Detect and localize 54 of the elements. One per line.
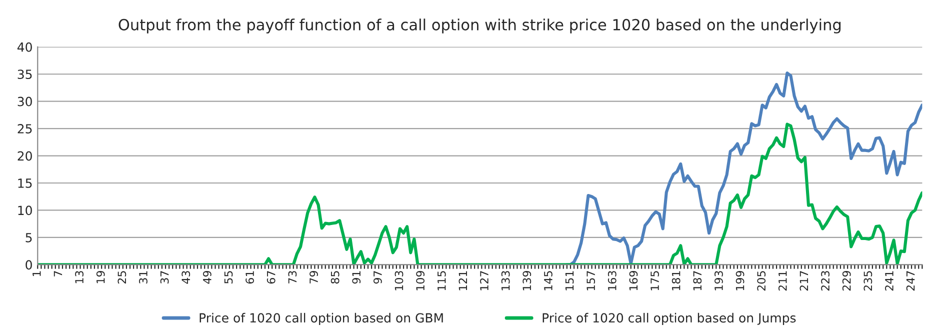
x-tick-label: 187 [693, 271, 702, 290]
x-tick-label: 157 [586, 271, 596, 290]
x-tick-label: 199 [736, 270, 744, 290]
y-tick-label: 10 [18, 206, 32, 216]
legend-label: Price of 1020 call option based on GBM [200, 312, 443, 326]
x-tick-label: 175 [650, 271, 659, 290]
x-tick-label: 145 [544, 271, 552, 290]
legend-label: Price of 1020 call option based on Jumps [542, 312, 796, 326]
x-tick-label: 229 [842, 270, 851, 291]
y-tick-label: 30 [18, 96, 32, 106]
y-tick-label: 35 [18, 70, 32, 80]
x-tick-label: 49 [202, 270, 212, 284]
x-tick-label: 193 [714, 271, 723, 290]
x-tick-label: 223 [821, 271, 830, 291]
x-tick-label: 31 [139, 271, 148, 284]
x-tick-label: 37 [160, 271, 169, 284]
x-tick-label: 115 [438, 271, 446, 290]
x-tick-label: 139 [522, 270, 532, 290]
x-tick-label: 19 [96, 270, 105, 284]
x-tick-label: 235 [864, 271, 872, 291]
y-tick-label: 5 [26, 233, 32, 242]
x-tick-label: 169 [629, 270, 638, 290]
x-tick-label: 61 [246, 271, 254, 284]
y-tick-label: 25 [18, 124, 32, 134]
x-tick-label: 121 [458, 271, 467, 290]
y-tick-label: 0 [26, 260, 32, 270]
chart-title: Output from the payoff function of a call option with strike price 1020 based on the underlying [118, 18, 841, 34]
x-tick-label: 205 [757, 271, 766, 291]
x-tick-label: 13 [75, 271, 84, 284]
x-tick-label: 73 [288, 271, 297, 284]
x-tick-label: 181 [672, 271, 680, 290]
x-tick-label: 1 [32, 271, 41, 276]
x-tick-label: 217 [800, 271, 808, 291]
y-tick-label: 40 [17, 42, 32, 52]
x-tick-label: 133 [501, 271, 510, 290]
x-tick-label: 43 [182, 271, 190, 284]
x-tick-label: 85 [330, 271, 340, 284]
x-tick-label: 151 [565, 271, 574, 290]
x-tick-label: 241 [885, 271, 894, 291]
x-tick-label: 67 [266, 271, 276, 284]
x-tick-label: 109 [416, 270, 425, 290]
x-tick-label: 163 [608, 271, 616, 290]
x-tick-label: 103 [394, 271, 404, 290]
y-tick-label: 20 [18, 151, 32, 161]
x-tick-label: 91 [352, 271, 361, 284]
x-tick-label: 97 [373, 271, 382, 284]
x-tick-label: 25 [118, 271, 126, 284]
x-tick-label: 211 [778, 271, 787, 291]
x-tick-label: 127 [480, 271, 488, 290]
x-tick-label: 79 [310, 270, 318, 284]
x-tick-label: 7 [54, 271, 62, 276]
y-tick-label: 15 [18, 178, 32, 188]
x-tick-label: 55 [224, 271, 233, 284]
x-tick-label: 247 [906, 271, 915, 291]
